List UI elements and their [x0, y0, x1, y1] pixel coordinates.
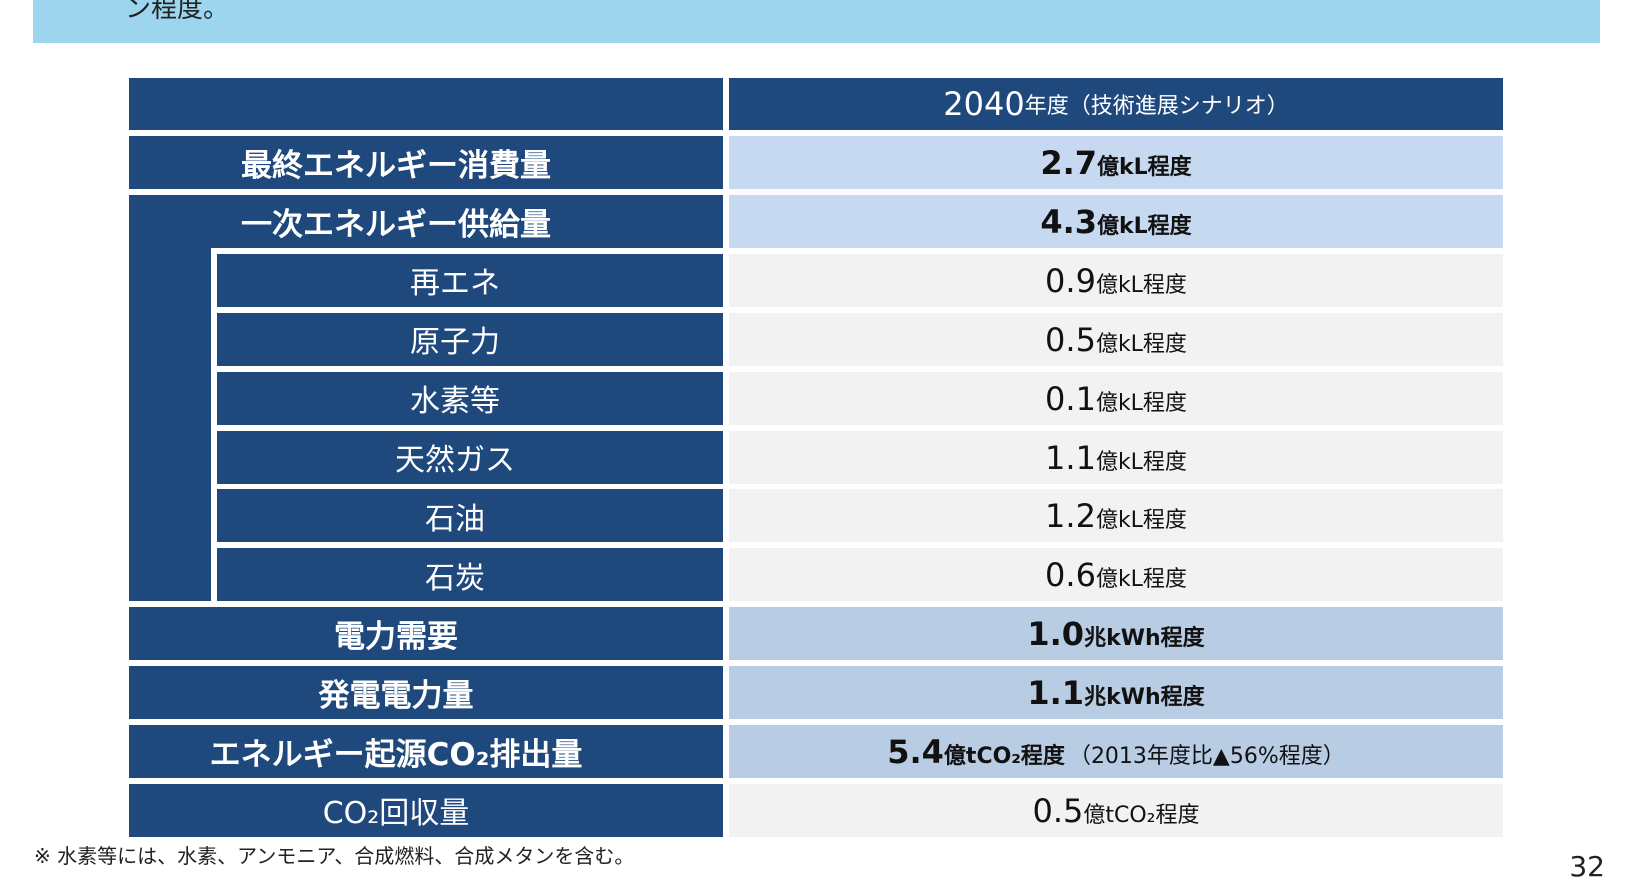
row-label-cell: 発電電力量: [129, 666, 723, 720]
row-value-cell: 1.1 億kL程度: [729, 430, 1503, 484]
footnote: ※ 水素等には、水素、アンモニア、合成燃料、合成メタンを含む。: [34, 844, 635, 868]
row-label-cell: 水素等: [217, 371, 723, 425]
row-label: 石炭: [425, 560, 485, 596]
row-unit: 億kL程度: [1095, 272, 1187, 298]
row-unit: 兆kWh程度: [1084, 626, 1205, 652]
row-label: 発電電力量: [318, 678, 474, 715]
row-value-cell: 5.4 億tCO₂程度 （2013年度比▲56%程度）: [729, 725, 1503, 778]
row-unit: 億kL程度: [1095, 331, 1187, 357]
row-label: 石油: [425, 501, 485, 537]
banner: ン程度。: [33, 0, 1600, 43]
row-value: 1.2: [1045, 497, 1096, 536]
row-label-cell: 石油: [217, 489, 723, 543]
row-label: 原子力: [410, 325, 500, 361]
header-rest: 年度（技術進展シナリオ）: [1024, 94, 1289, 119]
row-label-cell: 石炭: [217, 548, 723, 602]
row-label-cell: 再エネ: [217, 253, 723, 307]
row-unit: 億tCO₂程度: [1083, 802, 1200, 828]
row-label-cell: CO₂回収量: [129, 783, 723, 837]
bracket-line: [211, 247, 217, 602]
header-year: 2040: [943, 85, 1025, 123]
row-value-cell: 2.7 億kL程度: [729, 136, 1503, 189]
row-value-cell: 1.0 兆kWh程度: [729, 607, 1503, 661]
row-unit: 億kL程度: [1097, 213, 1192, 239]
row-value-cell: 0.9 億kL程度: [729, 253, 1503, 307]
row-value: 0.1: [1045, 379, 1096, 418]
row-label: 一次エネルギー供給量: [241, 206, 551, 243]
row-label-cell: 原子力: [217, 312, 723, 366]
row-unit: 億kL程度: [1097, 155, 1192, 180]
bracket-block: [129, 194, 211, 602]
row-value: 0.9: [1045, 261, 1096, 300]
row-value: 0.5: [1032, 791, 1084, 830]
row-label-cell: 最終エネルギー消費量: [129, 136, 723, 189]
header-corner: [129, 78, 723, 130]
row-unit: 億kL程度: [1095, 449, 1187, 475]
row-value: 0.5: [1045, 320, 1096, 359]
row-label: エネルギー起源CO₂排出量: [209, 737, 583, 773]
row-value-cell: 0.1 億kL程度: [729, 371, 1503, 425]
page-number: 32: [1569, 850, 1605, 883]
row-value: 1.1: [1045, 438, 1096, 477]
row-value-cell: 4.3 億kL程度: [729, 194, 1503, 248]
row-value: 4.3: [1040, 202, 1098, 241]
row-value-cell: 0.5 億kL程度: [729, 312, 1503, 366]
header-cell: 2040 年度（技術進展シナリオ）: [729, 78, 1503, 130]
row-label-cell: 電力需要: [129, 607, 723, 661]
row-unit: 億kL程度: [1095, 390, 1187, 416]
row-value: 1.0: [1027, 615, 1085, 654]
row-value-cell: 0.5 億tCO₂程度: [729, 783, 1503, 837]
row-value: 0.6: [1045, 556, 1096, 595]
row-value: 5.4: [887, 733, 944, 771]
row-value-cell: 1.2 億kL程度: [729, 489, 1503, 543]
banner-text: ン程度。: [125, 0, 230, 24]
row-label: 最終エネルギー消費量: [241, 148, 551, 184]
row-label-cell: 天然ガス: [217, 430, 723, 484]
row-label: 天然ガス: [395, 443, 515, 478]
row-value: 2.7: [1040, 144, 1098, 182]
row-label: 電力需要: [334, 619, 458, 656]
row-label-cell: 一次エネルギー供給量: [129, 194, 723, 248]
row-value-cell: 1.1 兆kWh程度: [729, 666, 1503, 720]
row-label-cell: エネルギー起源CO₂排出量: [129, 725, 723, 778]
row-label: 再エネ: [410, 266, 500, 302]
row-note: （2013年度比▲56%程度）: [1068, 744, 1345, 769]
row-label: 水素等: [410, 384, 500, 420]
row-unit: 億kL程度: [1095, 508, 1187, 534]
row-value-cell: 0.6 億kL程度: [729, 548, 1503, 602]
row-unit: 兆kWh程度: [1084, 685, 1205, 711]
row-label: CO₂回収量: [322, 796, 470, 832]
row-unit: 億tCO₂程度: [943, 744, 1065, 769]
row-unit: 億kL程度: [1095, 567, 1187, 593]
row-value: 1.1: [1027, 674, 1085, 713]
